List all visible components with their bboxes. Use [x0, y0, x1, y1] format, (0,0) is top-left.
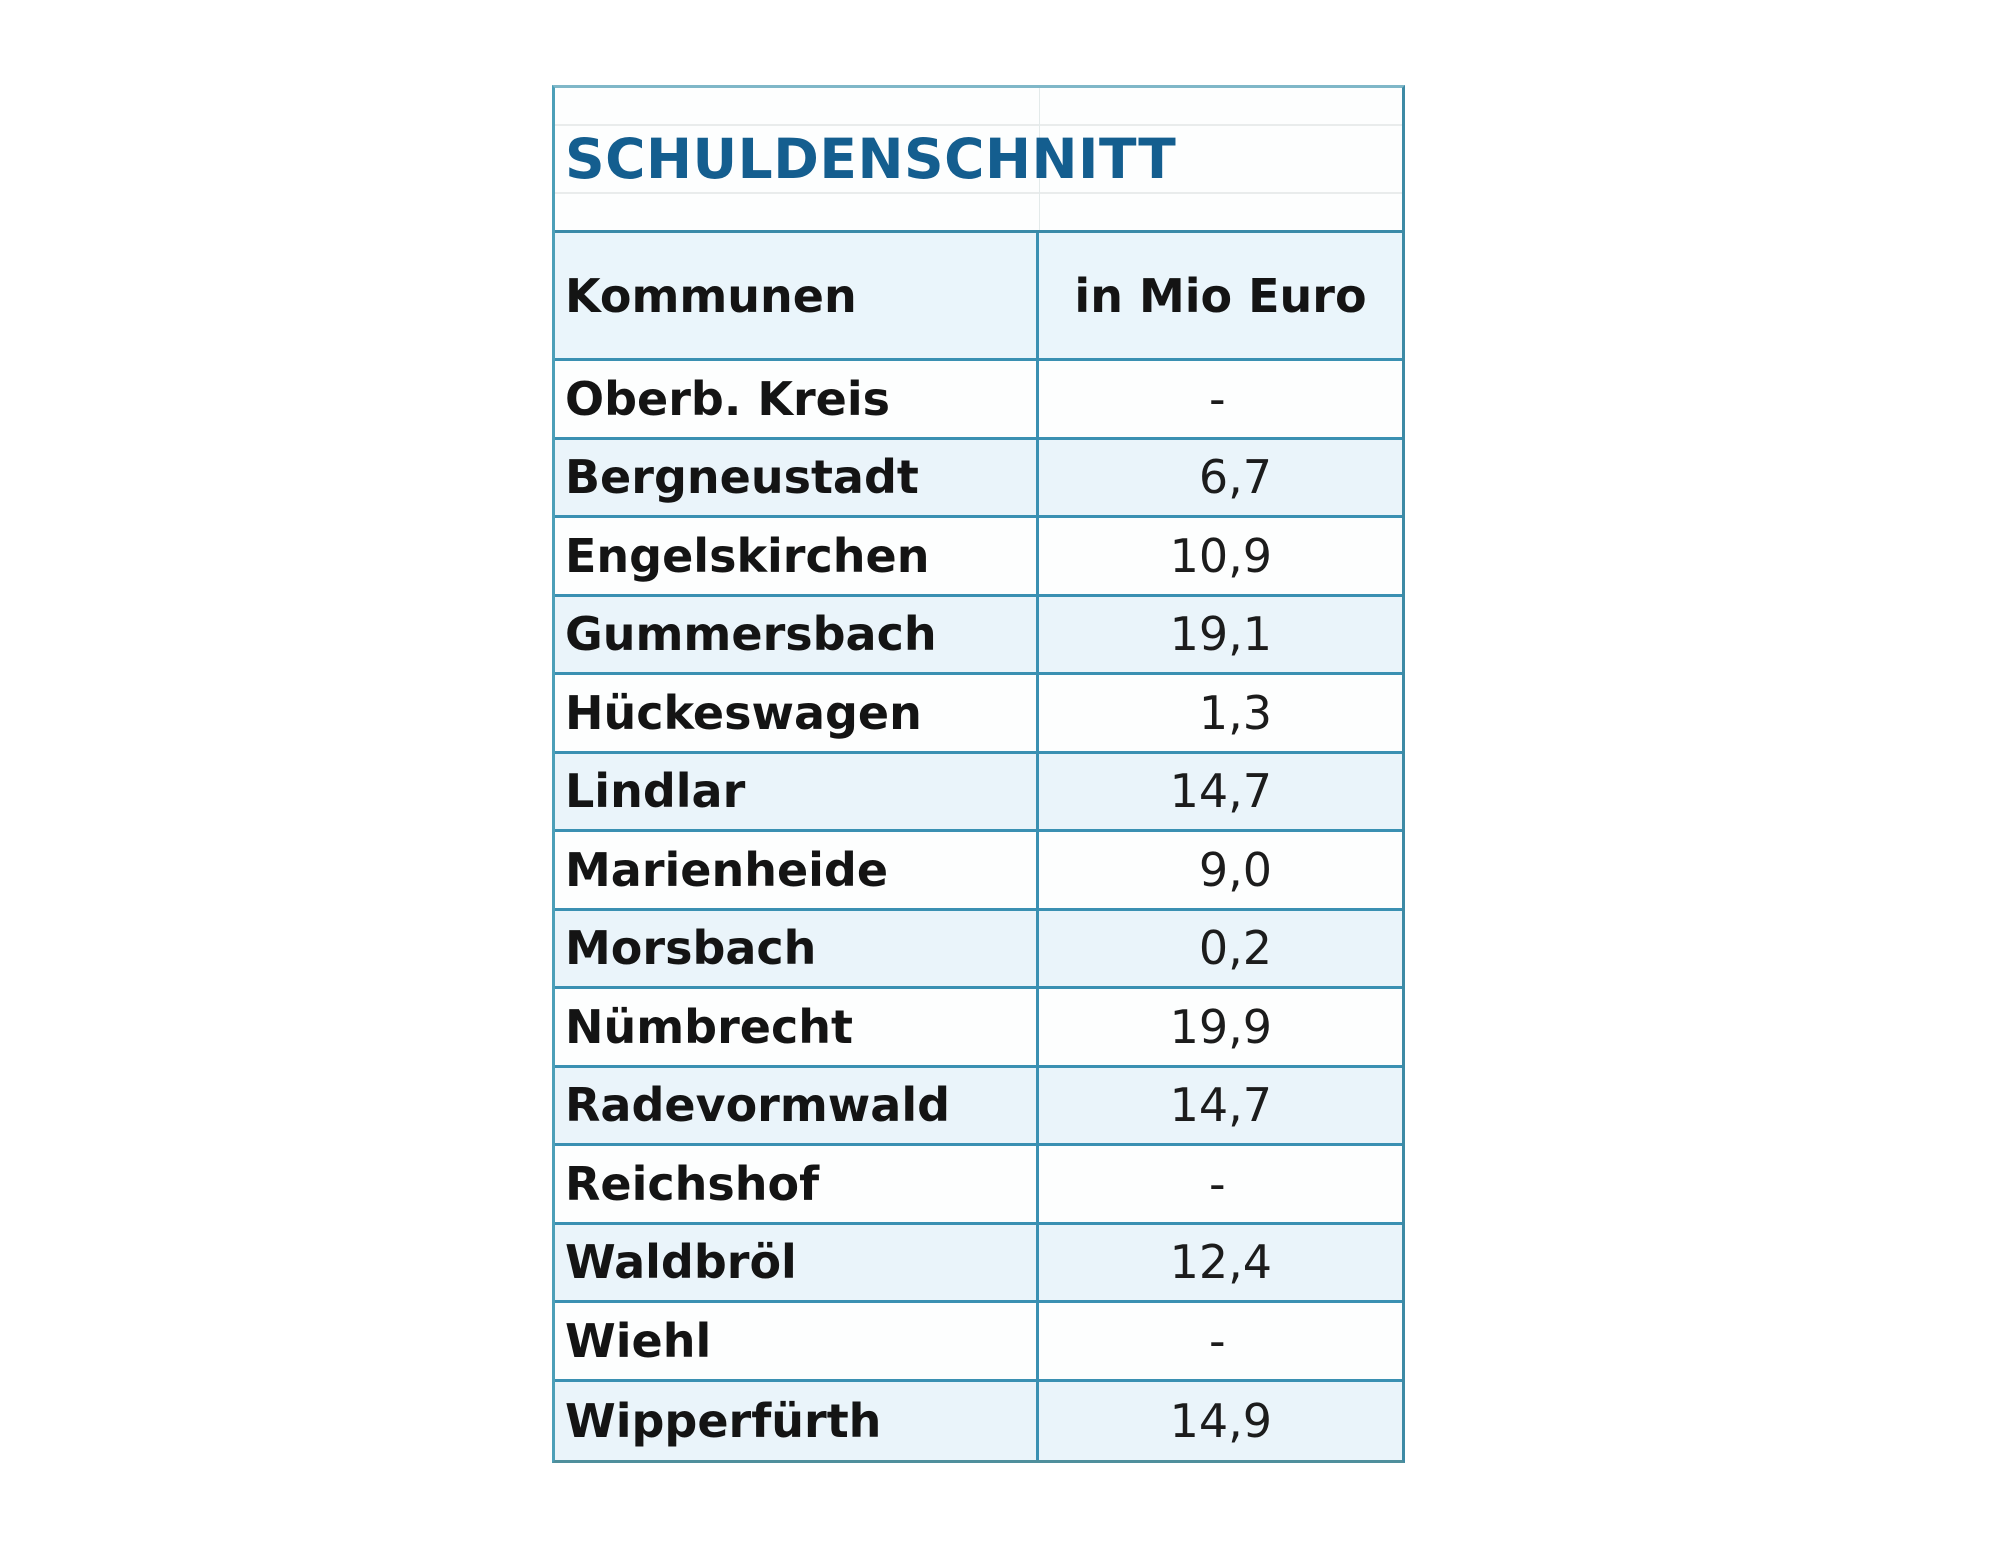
- table-row: Oberb. Kreis -: [555, 361, 1402, 440]
- municipality-cell: Gummersbach: [555, 596, 1039, 672]
- table-title-row: SCHULDENSCHNITT: [555, 88, 1402, 233]
- table-row: Wipperfürth 14,9: [555, 1381, 1402, 1460]
- debt-relief-table: SCHULDENSCHNITT Kommunen in Mio Euro Obe…: [552, 85, 1405, 1463]
- amount-cell: 19,1: [1169, 607, 1272, 662]
- table-row: Bergneustadt 6,7: [555, 439, 1402, 518]
- gridline: [555, 124, 1402, 126]
- column-header-value: in Mio Euro: [1074, 268, 1367, 323]
- table-row: Wiehl -: [555, 1303, 1402, 1382]
- table-row: Hückeswagen 1,3: [555, 675, 1402, 754]
- amount-cell: -: [1209, 1156, 1226, 1211]
- table-row: Radevormwald 14,7: [555, 1067, 1402, 1146]
- amount-cell: 19,9: [1169, 999, 1272, 1054]
- amount-cell: 1,3: [1198, 685, 1272, 740]
- table-row: Morsbach 0,2: [555, 910, 1402, 989]
- municipality-cell: Morsbach: [555, 910, 1039, 986]
- table-row: Marienheide 9,0: [555, 832, 1402, 911]
- municipality-cell: Lindlar: [555, 753, 1039, 829]
- table-title: SCHULDENSCHNITT: [565, 127, 1177, 191]
- amount-cell: -: [1209, 371, 1226, 426]
- municipality-cell: Reichshof: [555, 1146, 1039, 1222]
- municipality-cell: Wiehl: [555, 1303, 1039, 1379]
- municipality-cell: Waldbröl: [555, 1224, 1039, 1300]
- gridline: [1039, 88, 1040, 230]
- amount-cell: 9,0: [1198, 842, 1272, 897]
- municipality-cell: Oberb. Kreis: [555, 361, 1039, 437]
- column-header-kommunen: Kommunen: [555, 233, 1039, 358]
- amount-cell: 14,9: [1169, 1393, 1272, 1448]
- table-row: Reichshof -: [555, 1146, 1402, 1225]
- amount-cell: 10,9: [1169, 528, 1272, 583]
- municipality-cell: Engelskirchen: [555, 518, 1039, 594]
- municipality-cell: Hückeswagen: [555, 675, 1039, 751]
- amount-cell: 12,4: [1169, 1235, 1272, 1290]
- table-row: Nümbrecht 19,9: [555, 989, 1402, 1068]
- municipality-cell: Nümbrecht: [555, 989, 1039, 1065]
- municipality-cell: Bergneustadt: [555, 439, 1039, 515]
- amount-cell: 14,7: [1169, 1078, 1272, 1133]
- table-row: Waldbröl 12,4: [555, 1224, 1402, 1303]
- gridline: [555, 192, 1402, 194]
- amount-cell: 6,7: [1198, 450, 1272, 505]
- municipality-cell: Radevormwald: [555, 1067, 1039, 1143]
- table-row: Engelskirchen 10,9: [555, 518, 1402, 597]
- amount-cell: -: [1209, 1313, 1226, 1368]
- table-row: Gummersbach 19,1: [555, 596, 1402, 675]
- amount-cell: 14,7: [1169, 764, 1272, 819]
- table-row: Lindlar 14,7: [555, 753, 1402, 832]
- table-header-row: Kommunen in Mio Euro: [555, 233, 1402, 361]
- municipality-cell: Marienheide: [555, 832, 1039, 908]
- amount-cell: 0,2: [1198, 921, 1272, 976]
- municipality-cell: Wipperfürth: [555, 1381, 1039, 1460]
